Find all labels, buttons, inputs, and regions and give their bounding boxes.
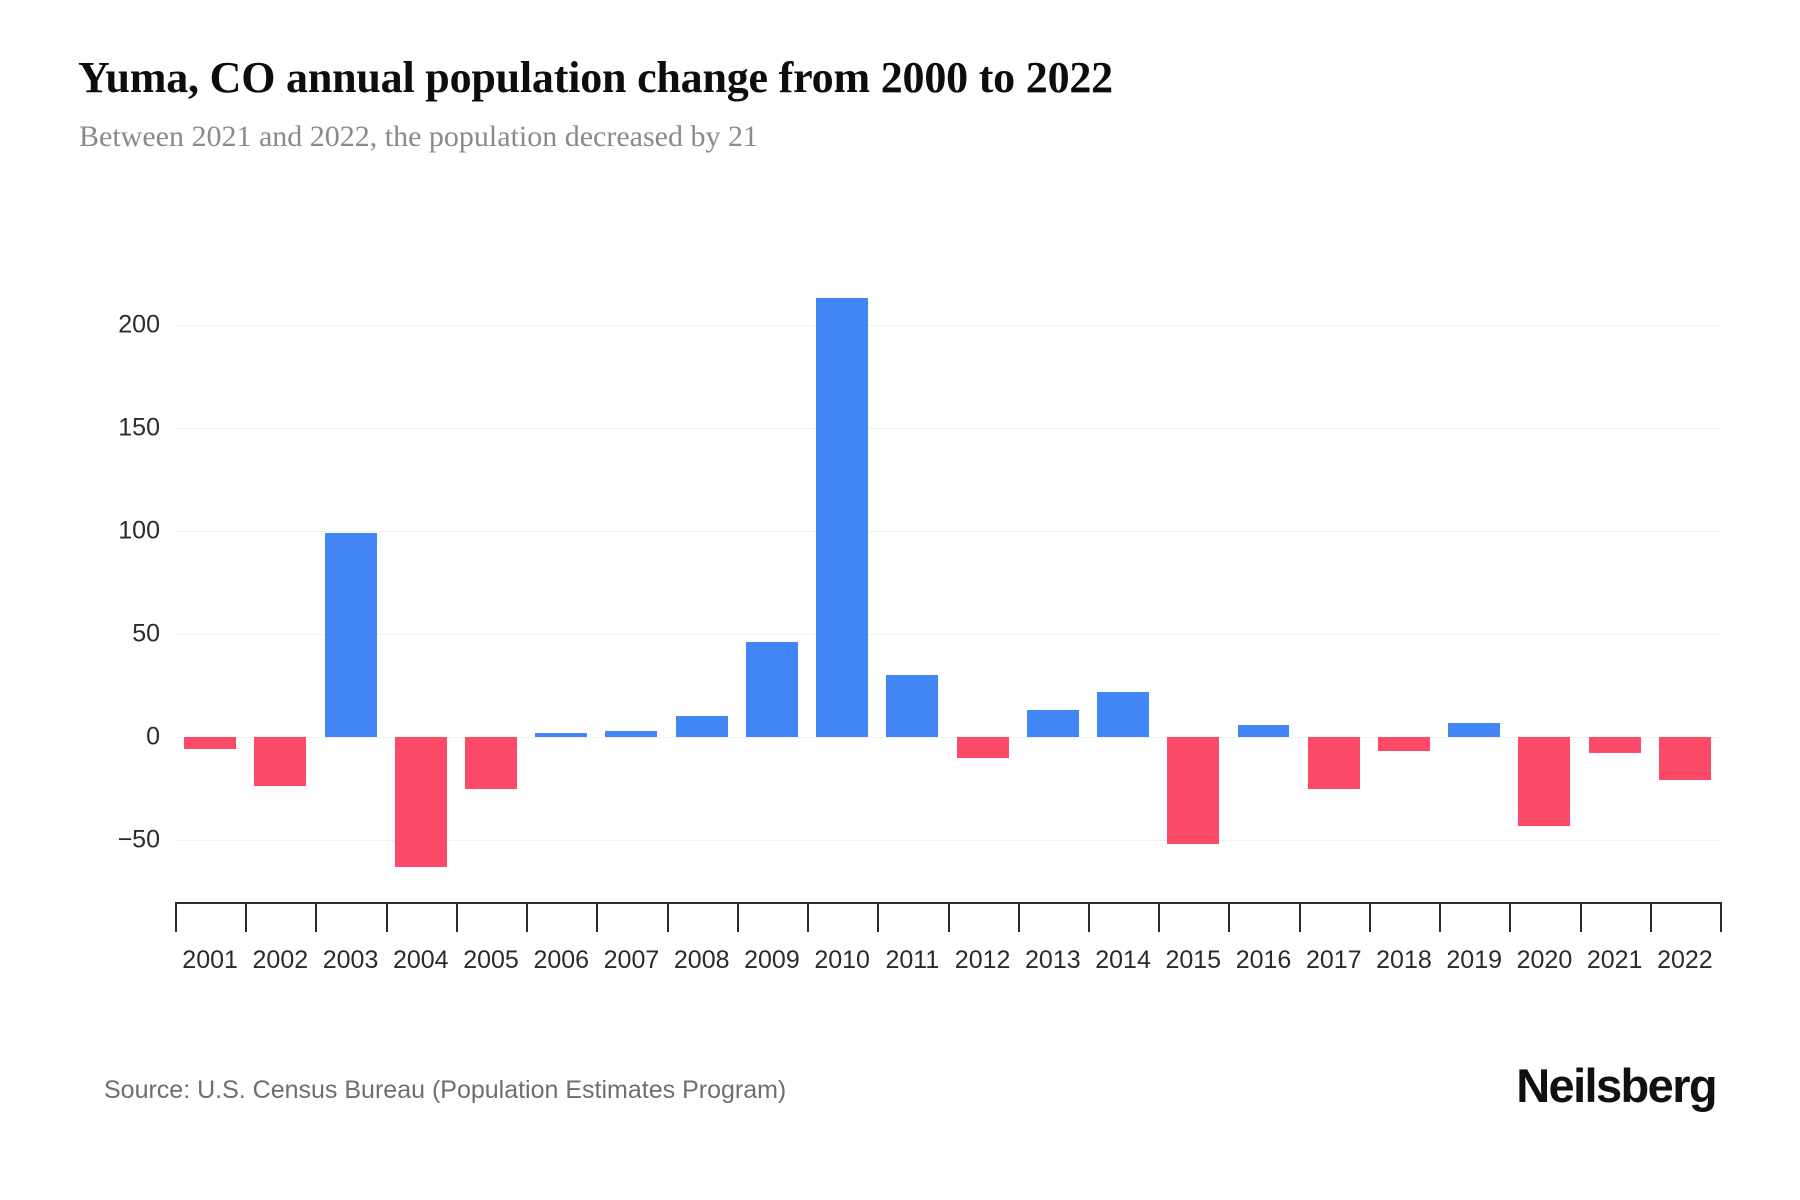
- x-axis-label-2014: 2014: [1095, 946, 1151, 974]
- x-axis-tick: [1298, 902, 1301, 932]
- x-axis-label-2002: 2002: [252, 946, 309, 974]
- y-axis-label: 150: [118, 413, 160, 442]
- bar-2020[interactable]: [1518, 737, 1571, 826]
- bar-2012[interactable]: [956, 737, 1009, 758]
- x-axis-tick: [455, 902, 458, 932]
- y-gridline: [175, 428, 1720, 429]
- x-axis-tick: [1649, 902, 1652, 932]
- x-axis-label-2012: 2012: [954, 946, 1011, 974]
- x-axis-tick: [1368, 902, 1371, 932]
- bar-2006[interactable]: [535, 732, 588, 737]
- x-axis-tick: [245, 902, 248, 932]
- x-axis-tick: [526, 902, 529, 932]
- y-axis-label: −50: [117, 825, 160, 854]
- y-axis-label: 0: [146, 722, 160, 751]
- x-axis-label-2004: 2004: [392, 946, 449, 974]
- x-axis-label-2016: 2016: [1235, 946, 1292, 974]
- x-axis-tick: [877, 902, 880, 932]
- bar-2018[interactable]: [1377, 737, 1430, 752]
- bar-2019[interactable]: [1448, 722, 1501, 737]
- x-axis-label-2017: 2017: [1305, 946, 1362, 974]
- bar-2007[interactable]: [605, 730, 658, 737]
- x-axis-label-2001: 2001: [182, 946, 238, 974]
- page-subtitle: Between 2021 and 2022, the population de…: [79, 120, 758, 153]
- y-gridline: [175, 325, 1720, 326]
- x-axis-tick: [1158, 902, 1161, 932]
- x-axis-label-2013: 2013: [1025, 946, 1081, 974]
- brand-logo: Neilsberg: [1516, 1059, 1717, 1112]
- bar-2010[interactable]: [816, 298, 869, 737]
- bar-2005[interactable]: [465, 737, 517, 789]
- x-axis-label-2006: 2006: [533, 946, 590, 974]
- x-axis-label-2011: 2011: [885, 946, 940, 974]
- x-axis-tick: [1087, 902, 1090, 932]
- x-axis-label-2003: 2003: [322, 946, 379, 974]
- bar-2011[interactable]: [886, 675, 939, 737]
- bar-2021[interactable]: [1588, 737, 1641, 754]
- x-axis-tick: [947, 902, 950, 932]
- x-axis-tick: [807, 902, 810, 932]
- x-axis-tick: [596, 902, 599, 932]
- bar-2008[interactable]: [675, 716, 728, 737]
- x-axis-label-2018: 2018: [1376, 946, 1432, 974]
- x-axis-tick: [666, 902, 669, 932]
- x-axis-label-2007: 2007: [603, 946, 660, 974]
- x-axis-tick: [1439, 902, 1442, 932]
- y-gridline: [175, 737, 1720, 738]
- x-axis-label-2005: 2005: [463, 946, 519, 974]
- x-axis-label-2009: 2009: [744, 946, 800, 974]
- x-axis-tick: [175, 902, 177, 932]
- x-axis-label-2015: 2015: [1165, 946, 1222, 974]
- bar-2016[interactable]: [1237, 724, 1290, 737]
- x-axis-tick: [1579, 902, 1582, 932]
- y-gridline: [175, 531, 1720, 532]
- x-axis-tick: [385, 902, 388, 932]
- y-axis-label: 100: [118, 516, 160, 545]
- bar-2003[interactable]: [324, 533, 377, 737]
- x-axis-label-2008: 2008: [673, 946, 730, 974]
- x-axis-label-2010: 2010: [814, 946, 870, 974]
- bar-2004[interactable]: [394, 737, 447, 867]
- page-title: Yuma, CO annual population change from 2…: [78, 53, 1113, 102]
- y-gridline: [175, 840, 1720, 841]
- x-axis-tick: [1720, 902, 1722, 932]
- x-axis-label-2019: 2019: [1446, 946, 1503, 974]
- bar-2001[interactable]: [184, 737, 237, 750]
- x-axis-tick: [1228, 902, 1231, 932]
- bar-2014[interactable]: [1097, 691, 1150, 737]
- bar-2002[interactable]: [254, 737, 307, 787]
- y-axis-label: 200: [118, 310, 160, 339]
- bar-2022[interactable]: [1658, 737, 1711, 781]
- bar-2013[interactable]: [1026, 710, 1079, 737]
- y-axis-label: 50: [132, 619, 160, 648]
- source-note: Source: U.S. Census Bureau (Population E…: [104, 1076, 787, 1104]
- x-axis-tick: [736, 902, 739, 932]
- bar-2017[interactable]: [1307, 737, 1360, 789]
- bar-2015[interactable]: [1167, 737, 1220, 845]
- x-axis-label-2020: 2020: [1516, 946, 1573, 974]
- x-axis-tick: [315, 902, 318, 932]
- y-gridline: [175, 634, 1720, 635]
- x-axis-label-2021: 2021: [1586, 946, 1643, 974]
- x-axis-tick: [1509, 902, 1512, 932]
- bar-2009[interactable]: [745, 642, 798, 737]
- x-axis-label-2022: 2022: [1657, 946, 1713, 974]
- x-axis-tick: [1017, 902, 1020, 932]
